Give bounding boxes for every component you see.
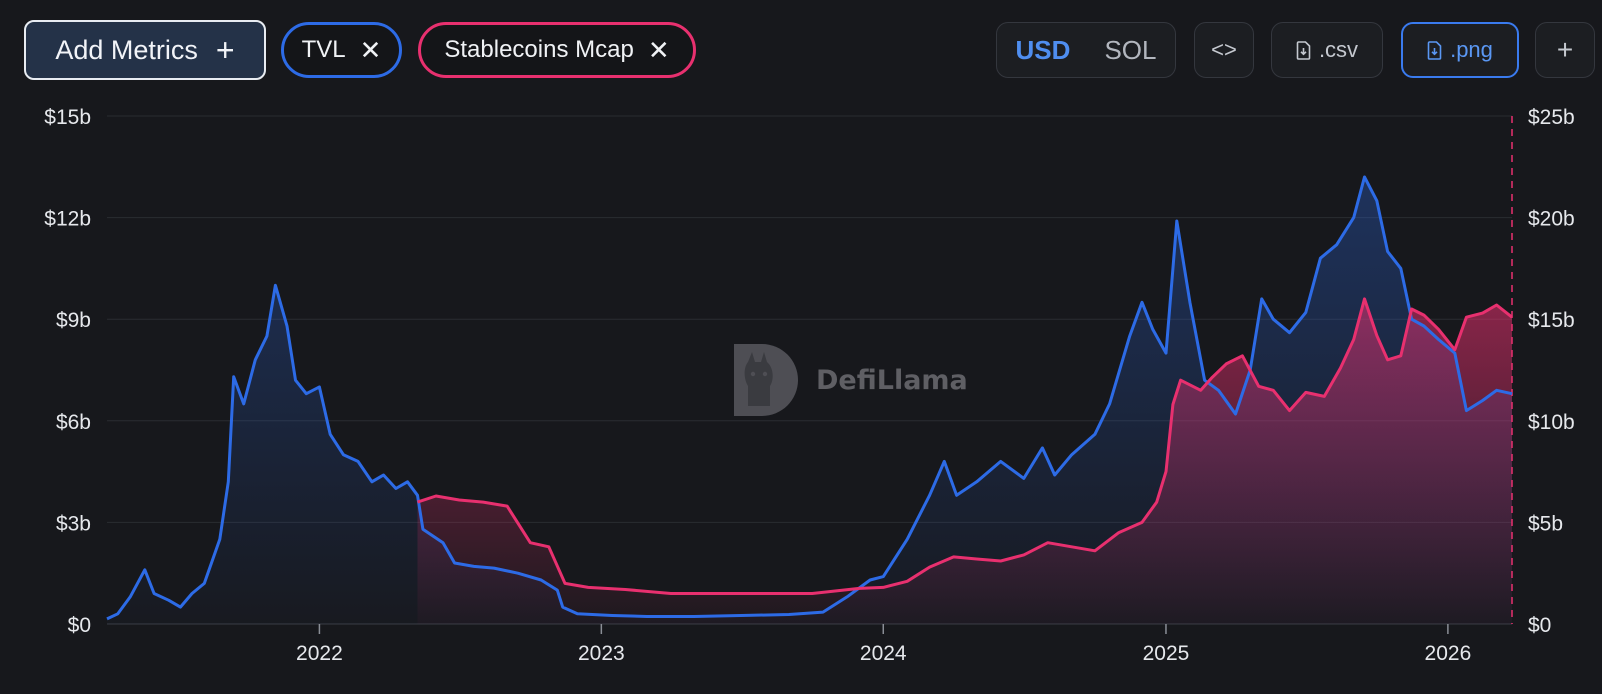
chip-label-stablecoins-mcap: Stablecoins Mcap bbox=[444, 36, 634, 63]
y-left-tick-label: $9b bbox=[56, 309, 91, 332]
metric-chip-stablecoins-mcap[interactable]: Stablecoins Mcap ✕ bbox=[418, 22, 696, 78]
plus-icon: + bbox=[215, 32, 235, 68]
add-metrics-label: Add Metrics bbox=[55, 34, 198, 65]
series-area-stablecoins-mcap bbox=[417, 298, 1512, 624]
x-tick-label: 2024 bbox=[860, 642, 907, 665]
toolbar: Add Metrics + TVL ✕ Stablecoins Mcap ✕ U… bbox=[0, 0, 1602, 100]
code-icon: <> bbox=[1211, 37, 1237, 62]
y-right-tick-label: $0 bbox=[1528, 614, 1551, 637]
y-right-tick-label: $10b bbox=[1528, 411, 1575, 434]
chart: $0 $0 $3b $5b $6b $10b $9b $15b $12b $20b $15b $25b… bbox=[44, 106, 1575, 665]
currency-option-sol[interactable]: SOL bbox=[1104, 34, 1157, 65]
more-button[interactable]: + bbox=[1535, 22, 1595, 78]
y-left-tick-label: $0 bbox=[68, 614, 91, 637]
series-line-tvl bbox=[106, 175, 1513, 621]
add-metrics-button[interactable]: Add Metrics + bbox=[24, 20, 266, 80]
file-download-icon bbox=[1427, 40, 1442, 60]
currency-toggle: USD SOL bbox=[996, 22, 1176, 78]
watermark: DefiLlama bbox=[728, 340, 968, 420]
series-line-stablecoins-mcap bbox=[417, 297, 1513, 595]
close-icon[interactable]: ✕ bbox=[359, 35, 382, 65]
llama-logo-icon bbox=[734, 344, 798, 416]
currency-option-usd[interactable]: USD bbox=[1015, 34, 1071, 65]
download-csv-button[interactable]: .csv bbox=[1271, 22, 1383, 78]
y-left-tick-label: $3b bbox=[56, 512, 91, 535]
x-tick-label: 2023 bbox=[578, 642, 625, 665]
y-left-tick-label: $12b bbox=[44, 208, 91, 231]
close-icon[interactable]: ✕ bbox=[647, 35, 670, 65]
chip-label-tvl: TVL bbox=[301, 36, 346, 63]
x-tick-label: 2022 bbox=[296, 642, 343, 665]
x-tick-label: 2026 bbox=[1425, 642, 1472, 665]
watermark-text: DefiLlama bbox=[816, 364, 968, 396]
plus-icon: + bbox=[1556, 34, 1574, 65]
y-right-tick-label: $20b bbox=[1528, 208, 1575, 231]
x-tick-label: 2025 bbox=[1143, 642, 1190, 665]
y-right-tick-label: $15b bbox=[1528, 309, 1575, 332]
png-label: .png bbox=[1450, 37, 1493, 62]
y-left-tick-label: $6b bbox=[56, 411, 91, 434]
metric-chip-tvl[interactable]: TVL ✕ bbox=[281, 22, 402, 78]
y-right-tick-label: $25b bbox=[1528, 106, 1575, 129]
y-left-tick-label: $15b bbox=[44, 106, 91, 129]
embed-button[interactable]: <> bbox=[1194, 22, 1254, 78]
y-right-tick-label: $5b bbox=[1528, 512, 1563, 535]
file-download-icon bbox=[1296, 40, 1311, 60]
csv-label: .csv bbox=[1318, 37, 1359, 62]
download-png-button[interactable]: .png bbox=[1401, 22, 1519, 78]
